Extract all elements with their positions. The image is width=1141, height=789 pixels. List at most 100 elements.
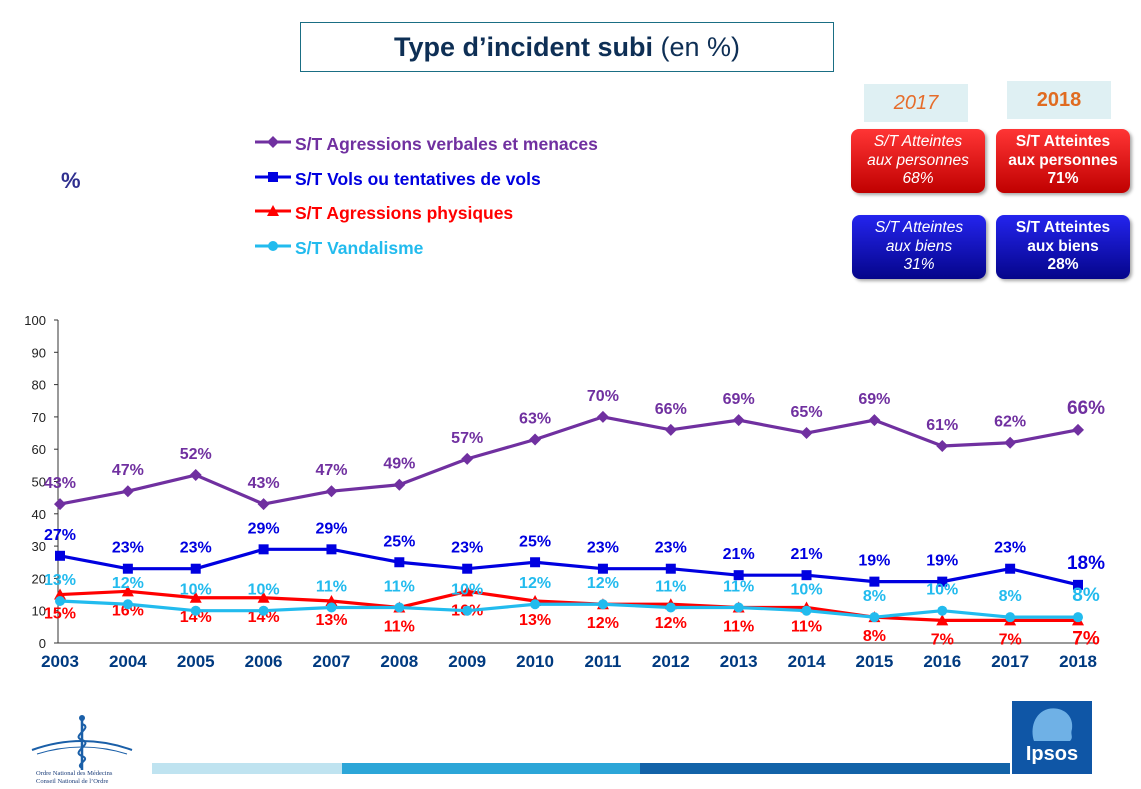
series-line	[59, 547, 1079, 587]
data-point	[257, 498, 270, 511]
data-label: 43%	[248, 475, 280, 492]
y-tick-label: 40	[32, 507, 46, 522]
x-tick-label: 2010	[516, 652, 554, 671]
data-point	[597, 563, 608, 574]
data-label: 25%	[383, 533, 415, 550]
data-label: 66%	[1067, 398, 1105, 419]
data-point	[326, 544, 337, 555]
y-tick-label: 80	[32, 378, 46, 393]
goods-2017-badge: S/T Atteintes aux biens 31%	[852, 215, 986, 279]
persons-2017-value: 68%	[902, 170, 934, 188]
org-line1: Ordre National des Médecins	[36, 770, 113, 777]
medical-order-logo-icon	[31, 715, 133, 770]
data-label: 13%	[519, 612, 551, 629]
data-label: 10%	[248, 582, 280, 599]
data-label: 61%	[926, 417, 958, 434]
data-point	[733, 570, 744, 581]
x-tick-label: 2006	[245, 652, 283, 671]
data-label: 23%	[994, 540, 1026, 557]
data-point	[393, 478, 406, 491]
data-label: 70%	[587, 388, 619, 405]
x-tick-label: 2009	[448, 652, 486, 671]
data-point	[258, 544, 269, 555]
x-tick-label: 2005	[177, 652, 215, 671]
x-tick-label: 2012	[652, 652, 690, 671]
data-point	[54, 588, 66, 600]
data-label: 10%	[791, 582, 823, 599]
data-point	[189, 591, 202, 603]
data-label: 23%	[587, 540, 619, 557]
data-point	[597, 599, 608, 610]
data-point	[596, 410, 609, 423]
data-point	[122, 599, 133, 610]
data-label: 18%	[1067, 553, 1105, 574]
data-label: 23%	[180, 540, 212, 557]
data-point	[1005, 563, 1016, 574]
data-label: 11%	[791, 618, 822, 635]
x-tick-label: 2017	[991, 652, 1029, 671]
data-label: 13%	[315, 612, 347, 629]
data-label: 29%	[248, 520, 280, 537]
goods-2018-value: 28%	[1047, 256, 1079, 274]
legend-label-vandalism: S/T Vandalisme	[295, 237, 424, 258]
x-tick-label: 2018	[1059, 652, 1097, 671]
data-label: 47%	[112, 462, 144, 479]
y-tick-label: 90	[32, 345, 46, 360]
data-point	[325, 595, 338, 607]
y-tick-label: 20	[32, 571, 46, 586]
data-point	[937, 605, 948, 616]
data-label: 11%	[723, 618, 754, 635]
series-line	[59, 589, 1078, 622]
x-tick-label: 2004	[109, 652, 147, 671]
data-point	[800, 427, 813, 440]
data-label: 7%	[1072, 628, 1100, 649]
org-name: Ordre National des Médecins Conseil Nati…	[36, 770, 112, 786]
data-label: 14%	[248, 609, 280, 626]
data-point	[801, 570, 812, 581]
ipsos-head-icon	[1032, 708, 1073, 741]
data-label: 8%	[863, 588, 886, 605]
series-line	[59, 415, 1079, 506]
persons-2017-line2: aux personnes	[867, 151, 969, 169]
data-point	[394, 602, 405, 613]
data-point	[121, 485, 134, 498]
chart-title-bold: Type d’incident subi	[393, 32, 653, 62]
data-label: 12%	[519, 575, 551, 592]
data-point	[121, 585, 134, 597]
data-label: 10%	[451, 582, 483, 599]
x-tick-label: 2015	[855, 652, 893, 671]
data-point	[122, 563, 133, 574]
data-label: 21%	[791, 546, 823, 563]
x-tick-label: 2013	[720, 652, 758, 671]
data-label: 7%	[931, 631, 954, 648]
data-label: 15%	[44, 606, 76, 623]
y-tick-label: 10	[32, 604, 46, 619]
data-point	[665, 563, 676, 574]
data-label: 7%	[999, 631, 1022, 648]
x-tick-label: 2016	[923, 652, 961, 671]
unit-label: %	[61, 168, 81, 193]
data-label: 14%	[180, 609, 212, 626]
data-label: 57%	[451, 430, 483, 447]
data-point	[1073, 579, 1083, 590]
data-point	[530, 557, 541, 568]
data-label: 10%	[926, 582, 958, 599]
data-label: 11%	[723, 578, 754, 595]
data-point	[257, 591, 270, 603]
data-point	[1004, 436, 1017, 449]
data-label: 25%	[519, 533, 551, 550]
square-marker-icon	[255, 171, 291, 182]
data-label: 29%	[315, 520, 347, 537]
legend-label-verbal: S/T Agressions verbales et menaces	[295, 134, 598, 154]
data-label: 49%	[383, 456, 415, 473]
data-point	[801, 605, 812, 616]
circle-marker-icon	[255, 240, 291, 251]
x-tick-label: 2008	[380, 652, 418, 671]
data-point	[190, 563, 201, 574]
data-label: 27%	[44, 527, 76, 544]
x-tick-label: 2003	[41, 652, 79, 671]
data-label: 69%	[858, 391, 890, 408]
data-point	[54, 498, 66, 511]
chart-title-rest: (en %)	[653, 32, 741, 62]
data-label: 19%	[858, 553, 890, 570]
